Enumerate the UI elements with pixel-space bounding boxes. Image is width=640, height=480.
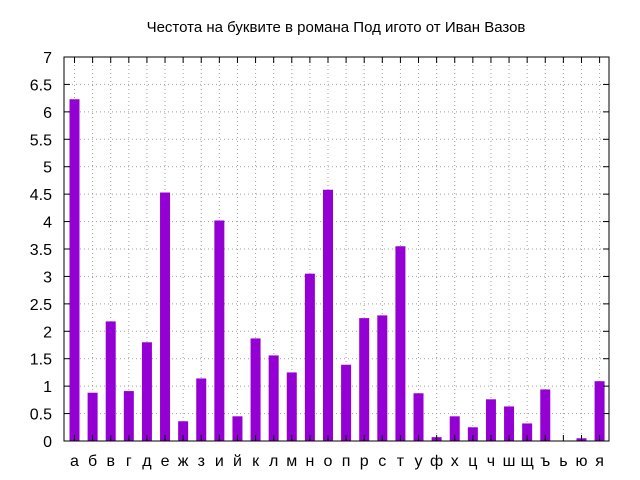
bar — [413, 393, 424, 441]
bar — [286, 372, 297, 441]
bar — [485, 399, 496, 441]
bar — [160, 192, 171, 441]
x-tick-label: й — [233, 453, 242, 470]
x-tick-label: ж — [178, 453, 189, 470]
bars — [69, 99, 605, 442]
x-tick-label: б — [88, 453, 97, 470]
y-tick-label: 6 — [43, 105, 52, 122]
bar — [341, 364, 352, 441]
bar — [449, 416, 460, 441]
plot-frame — [63, 56, 610, 442]
x-tick-label: л — [269, 453, 278, 470]
y-tick-label: 4 — [43, 215, 52, 232]
bar — [105, 321, 116, 441]
x-tick-label: м — [286, 453, 297, 470]
y-tick-label: 5.5 — [30, 132, 52, 149]
bar — [69, 99, 80, 442]
y-tick-label: 5 — [43, 160, 52, 177]
bar — [522, 423, 533, 441]
y-tick-label: 3 — [43, 269, 52, 286]
y-tick-label: 2 — [43, 324, 52, 341]
x-tick-label: ч — [487, 453, 495, 470]
bar — [322, 189, 333, 441]
y-tick-label: 7 — [43, 50, 52, 67]
y-tick-label: 1 — [43, 379, 52, 396]
bar — [504, 406, 515, 441]
y-tick-label: 2.5 — [30, 297, 52, 314]
bar — [594, 381, 605, 441]
bar — [359, 318, 370, 441]
x-tick-label: щ — [521, 453, 534, 470]
x-tick-label: ц — [468, 453, 477, 470]
bar — [87, 392, 98, 441]
x-tick-label: ф — [430, 453, 443, 470]
y-tick-label: 3.5 — [30, 242, 52, 259]
x-tick-label: ъ — [540, 453, 550, 470]
y-tick-label: 4.5 — [30, 187, 52, 204]
x-tick-label: ш — [503, 453, 516, 470]
bar — [268, 355, 279, 441]
x-tick-label: г — [126, 453, 132, 470]
x-tick-label: н — [305, 453, 314, 470]
chart-title: Честота на буквите в романа Под игото от… — [147, 19, 526, 36]
x-tick-label: о — [324, 453, 333, 470]
x-tick-label: е — [161, 453, 170, 470]
x-tick-label: р — [360, 453, 369, 470]
bar — [214, 220, 225, 441]
x-tick-label: я — [595, 453, 604, 470]
x-tick-label: в — [106, 453, 115, 470]
bar — [467, 427, 478, 441]
axes: 0 0.5 1 1.5 2 2.5 3 3.5 4 4.5 5 5.5 6 6.5 7 а б в г д е ж з и й к… — [30, 50, 610, 470]
x-tick-label: к — [252, 453, 260, 470]
x-tick-label: х — [451, 453, 459, 470]
y-tick-label: 0.5 — [30, 407, 52, 424]
x-tick-label: ю — [575, 453, 587, 470]
bar — [250, 338, 261, 441]
y-tick-label: 6.5 — [30, 77, 52, 94]
x-tick-label: и — [215, 453, 224, 470]
bar — [232, 416, 243, 441]
bar — [304, 273, 315, 441]
bar — [540, 389, 551, 441]
y-tick-label: 0 — [43, 434, 52, 451]
x-tick-label: т — [397, 453, 405, 470]
bar — [196, 378, 207, 441]
bar — [123, 391, 134, 441]
bar — [141, 342, 152, 441]
bar — [377, 315, 388, 441]
x-tick-label: д — [142, 453, 152, 470]
y-tick-label: 1.5 — [30, 352, 52, 369]
bar — [395, 246, 406, 441]
x-tick-label: а — [70, 453, 79, 470]
x-tick-label: з — [198, 453, 205, 470]
x-tick-label: с — [378, 453, 386, 470]
x-tick-label: п — [342, 453, 351, 470]
bar — [178, 421, 189, 441]
x-tick-label: у — [415, 453, 423, 470]
x-tick-label: ь — [559, 453, 567, 470]
